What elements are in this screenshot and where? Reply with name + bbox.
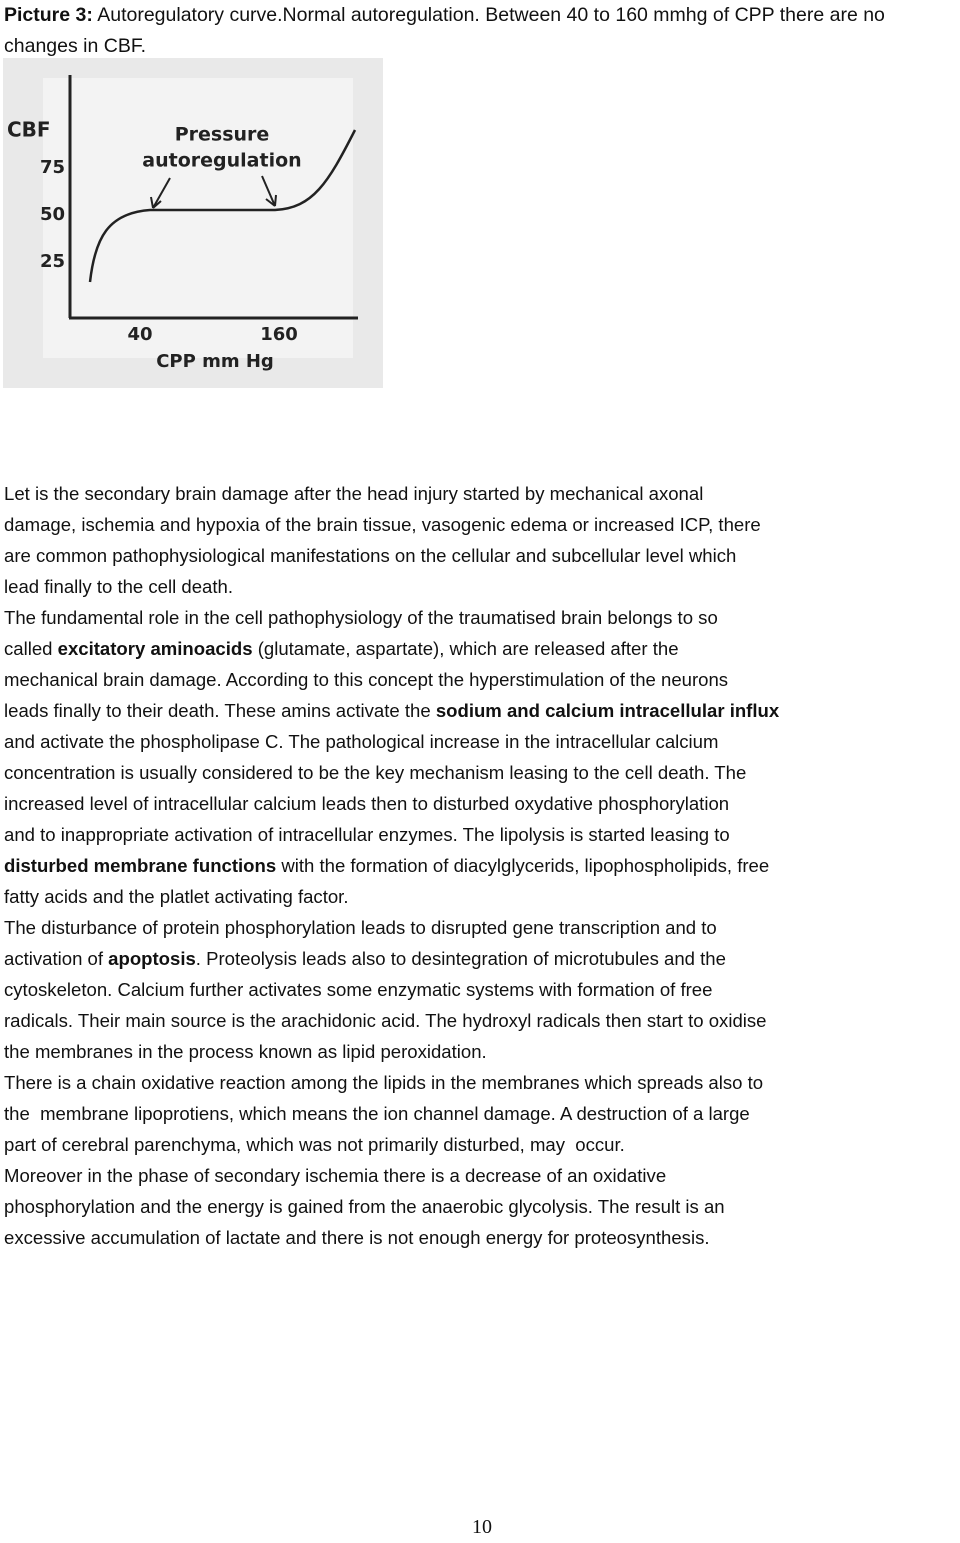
text-line: The disturbance of protein phosphorylati… xyxy=(4,912,956,943)
arrow xyxy=(150,177,171,209)
text-line: The fundamental role in the cell pathoph… xyxy=(4,602,956,633)
text-run: The disturbance of protein phosphorylati… xyxy=(4,917,717,938)
text-line: part of cerebral parenchyma, which was n… xyxy=(4,1129,956,1160)
text-line: There is a chain oxidative reaction amon… xyxy=(4,1067,956,1098)
text-run: fatty acids and the platlet activating f… xyxy=(4,886,349,907)
text-run: leads finally to their death. These amin… xyxy=(4,700,436,721)
caption-text: Autoregulatory curve.Normal autoregulati… xyxy=(4,4,885,57)
text-line: radicals. Their main source is the arach… xyxy=(4,1005,956,1036)
text-line: cytoskeleton. Calcium further activates … xyxy=(4,974,956,1005)
figure-panel xyxy=(43,78,353,358)
page-number: 10 xyxy=(472,1516,492,1538)
y-tick-label: 25 xyxy=(40,251,65,272)
paragraph: There is a chain oxidative reaction amon… xyxy=(4,1067,958,1160)
text-run: Let is the secondary brain damage after … xyxy=(4,483,704,504)
text-run: the membranes in the process known as li… xyxy=(4,1041,487,1062)
text-line: increased level of intracellular calcium… xyxy=(4,788,956,819)
figure-caption: Picture 3: Autoregulatory curve.Normal a… xyxy=(4,0,934,62)
text-line: Let is the secondary brain damage after … xyxy=(4,478,956,509)
text-line: disturbed membrane functions with the fo… xyxy=(4,850,956,881)
annotation: Pressure xyxy=(175,124,270,146)
bold-text: disturbed membrane functions xyxy=(4,855,277,876)
text-run: damage, ischemia and hypoxia of the brai… xyxy=(4,514,761,535)
text-run: The fundamental role in the cell pathoph… xyxy=(4,607,718,628)
text-run: the membrane lipoprotiens, which means t… xyxy=(4,1103,750,1124)
bold-text: apoptosis xyxy=(108,948,196,969)
text-run: . Proteolysis leads also to desintegrati… xyxy=(195,948,726,969)
text-run: called xyxy=(4,638,58,659)
figure: CBF 75 50 25 40 160 CPP mm Hg Pressure a… xyxy=(3,58,383,388)
bold-text: excitatory aminoacids xyxy=(57,638,253,659)
text-line: fatty acids and the platlet activating f… xyxy=(4,881,956,912)
y-tick-label: 50 xyxy=(40,204,65,225)
text-run: (glutamate, aspartate), which are releas… xyxy=(252,638,679,659)
text-run: activation of xyxy=(4,948,109,969)
text-line: Moreover in the phase of secondary ische… xyxy=(4,1160,956,1191)
text-run: Moreover in the phase of secondary ische… xyxy=(4,1165,667,1186)
text-run: are common pathophysiological manifestat… xyxy=(4,545,737,566)
paragraph: Moreover in the phase of secondary ische… xyxy=(4,1160,958,1253)
text-run: increased level of intracellular calcium… xyxy=(4,793,730,814)
text-line: concentration is usually considered to b… xyxy=(4,757,956,788)
text-line: the membrane lipoprotiens, which means t… xyxy=(4,1098,956,1129)
text-run: cytoskeleton. Calcium further activates … xyxy=(4,979,713,1000)
text-line: the membranes in the process known as li… xyxy=(4,1036,956,1067)
text-run: excessive accumulation of lactate and th… xyxy=(4,1227,710,1248)
x-axis-label: CPP mm Hg xyxy=(156,351,274,372)
y-tick-label: 75 xyxy=(40,157,65,178)
text-run: There is a chain oxidative reaction amon… xyxy=(4,1072,764,1093)
paragraph: Let is the secondary brain damage after … xyxy=(4,478,958,602)
text-run: and activate the phospholipase C. The pa… xyxy=(4,731,719,752)
text-line: lead finally to the cell death. xyxy=(4,571,956,602)
annotation: autoregulation xyxy=(142,150,301,172)
autoregulation-curve xyxy=(88,129,357,283)
text-line: called excitatory aminoacids (glutamate,… xyxy=(4,633,956,664)
text-line: mechanical brain damage. According to th… xyxy=(4,664,956,695)
caption-label: Picture 3: xyxy=(4,4,93,26)
text-run: concentration is usually considered to b… xyxy=(4,762,747,783)
text-run: phosphorylation and the energy is gained… xyxy=(4,1196,725,1217)
arrow xyxy=(261,175,277,207)
text-run: part of cerebral parenchyma, which was n… xyxy=(4,1134,625,1155)
paragraph: The fundamental role in the cell pathoph… xyxy=(4,602,958,912)
text-line: damage, ischemia and hypoxia of the brai… xyxy=(4,509,956,540)
text-run: mechanical brain damage. According to th… xyxy=(4,669,729,690)
text-line: leads finally to their death. These amin… xyxy=(4,695,956,726)
text-line: and activate the phospholipase C. The pa… xyxy=(4,726,956,757)
text-line: and to inappropriate activation of intra… xyxy=(4,819,956,850)
text-line: activation of apoptosis. Proteolysis lea… xyxy=(4,943,956,974)
text-run: radicals. Their main source is the arach… xyxy=(4,1010,767,1031)
x-tick-label: 40 xyxy=(127,324,152,345)
text-line: excessive accumulation of lactate and th… xyxy=(4,1222,956,1253)
x-tick-label: 160 xyxy=(260,324,298,345)
text-run: and to inappropriate activation of intra… xyxy=(4,824,730,845)
bold-text: sodium and calcium intracellular influx xyxy=(435,700,780,721)
text-run: with the formation of diacylglycerids, l… xyxy=(276,855,770,876)
paragraph: The disturbance of protein phosphorylati… xyxy=(4,912,958,1067)
text-line: are common pathophysiological manifestat… xyxy=(4,540,956,571)
y-axis-label: CBF xyxy=(7,118,51,142)
body-text: Let is the secondary brain damage after … xyxy=(4,478,958,1253)
text-line: phosphorylation and the energy is gained… xyxy=(4,1191,956,1222)
text-run: lead finally to the cell death. xyxy=(4,576,234,597)
